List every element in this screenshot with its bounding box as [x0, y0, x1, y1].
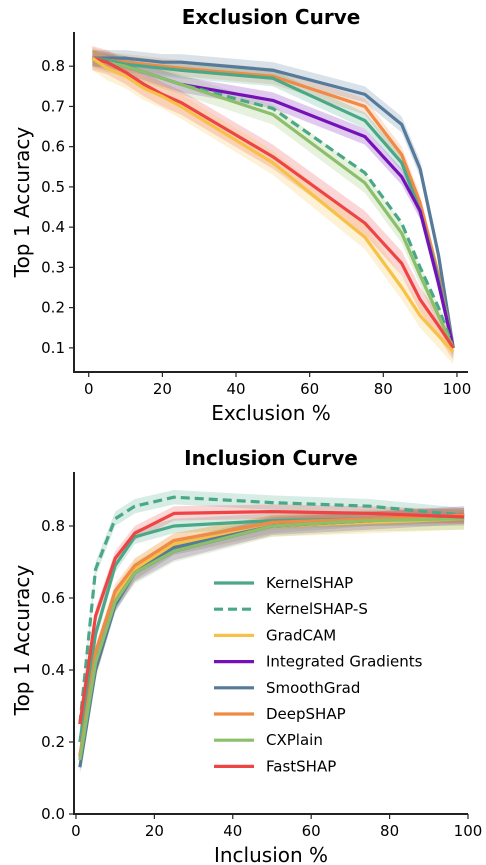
- inclusion-x-tick-label: 100: [454, 822, 483, 840]
- exclusion-line-fastshap: [91, 56, 455, 349]
- inclusion-line-fastshap: [78, 510, 465, 725]
- exclusion-x-tick-label: 60: [300, 380, 319, 398]
- inclusion-line-kernelshap-s: [78, 495, 465, 725]
- legend-label-integrated-gradients: Integrated Gradients: [266, 653, 423, 671]
- inclusion-y-tick-label: 0.0: [41, 805, 65, 823]
- exclusion-y-tick-label: 0.1: [41, 339, 65, 357]
- exclusion-line-deepshap: [92, 56, 455, 349]
- exclusion-y-axis-label: Top 1 Accuracy: [10, 127, 34, 279]
- exclusion-y-tick-label: 0.8: [41, 57, 65, 75]
- exclusion-y-tick-label: 0.2: [41, 299, 65, 317]
- inclusion-x-tick-label: 80: [380, 822, 399, 840]
- inclusion-chart: Inclusion Curve Inclusion % Top 1 Accura…: [10, 446, 482, 865]
- inclusion-legend: KernelSHAP KernelSHAP-S GradCAM Integrated …: [214, 574, 423, 775]
- inclusion-x-tick-label: 60: [302, 822, 321, 840]
- inclusion-lines: [78, 495, 465, 768]
- exclusion-y-tick-label: 0.7: [41, 97, 65, 115]
- legend-label-kernelshap-s: KernelSHAP-S: [266, 600, 368, 618]
- exclusion-ticks: 0 20 40 60 80 100 0.1 0.2 0.3 0.4 0.5 0.6 0.7 0.8: [41, 57, 471, 398]
- exclusion-line-smoothgrad: [92, 56, 455, 349]
- exclusion-chart: Exclusion Curve Exclusion % Top 1 Accura…: [10, 5, 471, 425]
- inclusion-y-tick-label: 0.6: [41, 589, 65, 607]
- inclusion-x-tick-label: 40: [223, 822, 242, 840]
- exclusion-y-tick-label: 0.5: [41, 178, 65, 196]
- exclusion-x-tick-label: 0: [84, 380, 94, 398]
- legend-label-smoothgrad: SmoothGrad: [266, 679, 360, 697]
- exclusion-line-integrated-gradients: [91, 56, 455, 349]
- exclusion-bands: [92, 46, 454, 364]
- exclusion-chart-title: Exclusion Curve: [182, 5, 361, 29]
- legend-label-gradcam: GradCAM: [266, 626, 336, 644]
- exclusion-x-tick-label: 20: [153, 380, 172, 398]
- inclusion-x-tick-label: 0: [71, 822, 81, 840]
- inclusion-y-axis-label: Top 1 Accuracy: [10, 565, 34, 717]
- exclusion-y-tick-label: 0.3: [41, 258, 65, 276]
- inclusion-y-tick-label: 0.4: [41, 661, 65, 679]
- exclusion-y-tick-label: 0.6: [41, 138, 65, 156]
- inclusion-y-tick-label: 0.8: [41, 517, 65, 535]
- legend-label-fastshap: FastSHAP: [266, 757, 336, 775]
- legend-label-deepshap: DeepSHAP: [266, 705, 346, 723]
- inclusion-chart-title: Inclusion Curve: [184, 446, 358, 470]
- inclusion-x-tick-label: 20: [145, 822, 164, 840]
- exclusion-x-tick-label: 40: [226, 380, 245, 398]
- legend-label-cxplain: CXPlain: [266, 731, 323, 749]
- exclusion-x-tick-label: 100: [443, 380, 472, 398]
- exclusion-x-axis-label: Exclusion %: [211, 401, 331, 425]
- exclusion-band-kernelshap: [92, 50, 454, 356]
- inclusion-line-cxplain: [78, 517, 465, 761]
- exclusion-line-gradcam: [91, 56, 455, 353]
- inclusion-line-deepshap: [78, 513, 465, 757]
- exclusion-lines: [91, 56, 455, 353]
- inclusion-ticks: 0 20 40 60 80 100 0.0 0.2 0.4 0.6 0.8: [41, 517, 482, 840]
- exclusion-line-cxplain: [91, 56, 455, 349]
- exclusion-x-tick-label: 80: [374, 380, 393, 398]
- inclusion-axes-spine: [73, 472, 468, 815]
- inclusion-y-tick-label: 0.2: [41, 733, 65, 751]
- exclusion-y-tick-label: 0.4: [41, 218, 65, 236]
- legend-label-kernelshap: KernelSHAP: [266, 574, 353, 592]
- exclusion-axes-spine: [73, 32, 468, 373]
- inclusion-x-axis-label: Inclusion %: [214, 843, 328, 865]
